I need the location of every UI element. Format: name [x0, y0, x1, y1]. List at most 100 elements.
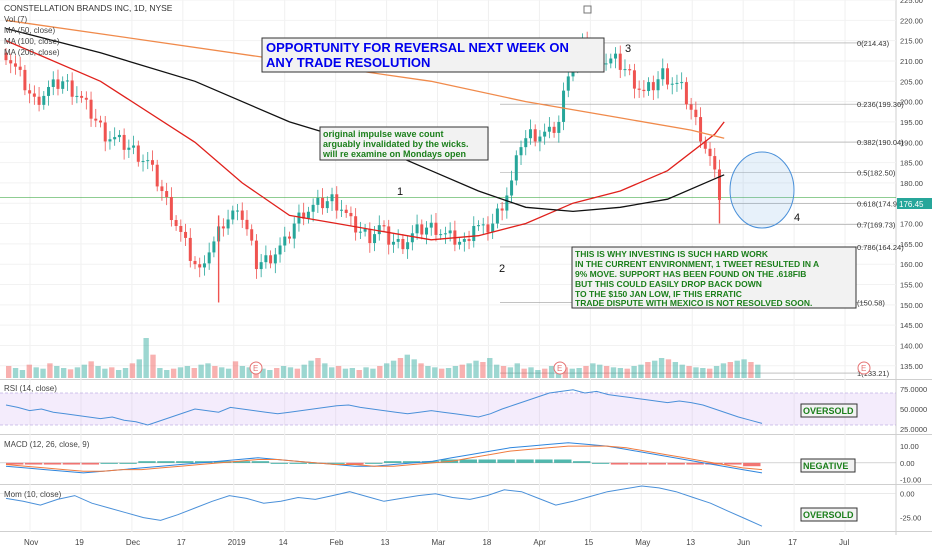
wave-label-3: 3 — [625, 43, 631, 55]
volume-bar — [136, 359, 142, 378]
volume-bar — [356, 370, 362, 378]
volume-bar — [562, 367, 569, 378]
volume-bar — [672, 362, 679, 378]
settings-icon[interactable] — [583, 5, 592, 14]
candle-body — [420, 224, 424, 235]
title-line-2: ANY TRADE RESOLUTION — [266, 55, 430, 70]
pane-labels: RSI (14, close) MACD (12, 26, close, 9) … — [4, 384, 858, 522]
volume-bar — [143, 338, 149, 378]
candle-body — [406, 242, 410, 250]
mom-title: Mom (10, close) — [4, 490, 62, 499]
volume-bar — [95, 366, 101, 378]
candle-body — [656, 79, 660, 91]
macd-hist-bar — [138, 461, 156, 463]
macd-hist-bar — [554, 459, 572, 463]
volume-bar — [665, 359, 672, 378]
earnings-marker-2[interactable]: E — [557, 364, 562, 373]
macd-hist-bar — [667, 462, 685, 465]
candle-body — [306, 211, 310, 219]
macd-hist-bar — [686, 462, 704, 465]
volume-bar — [122, 368, 129, 378]
macd-hist-bar — [176, 461, 194, 463]
candle-body — [491, 223, 495, 233]
wave-note-line-3: will re examine on Mondays open — [322, 149, 466, 159]
candle-body — [311, 204, 315, 212]
volume-bar — [129, 363, 136, 378]
volume-bar — [177, 367, 184, 378]
fib-label: (150.58) — [857, 298, 885, 307]
candle-body — [670, 83, 674, 85]
volume-bar — [610, 367, 617, 378]
candle-body — [387, 226, 391, 245]
candle-body — [628, 69, 632, 71]
candle-body — [127, 147, 131, 150]
candle-body — [283, 236, 287, 246]
fib-label: 0.7(169.73) — [857, 221, 896, 230]
candle-body — [113, 137, 117, 140]
macd-hist-bar — [24, 462, 43, 465]
candle-body — [150, 160, 154, 165]
x-tick-label: Jul — [839, 538, 849, 547]
volume-bar — [219, 367, 225, 378]
rsi-tick-label: 25.0000 — [900, 425, 927, 434]
earnings-marker-1[interactable]: E — [253, 364, 258, 373]
candle-body — [462, 238, 466, 242]
candle-body — [486, 224, 490, 233]
candle-body — [103, 122, 107, 142]
volume-bar — [624, 368, 630, 378]
candle-body — [245, 219, 249, 230]
candle-body — [661, 68, 665, 80]
candle-body — [495, 208, 499, 224]
candle-body — [401, 238, 405, 250]
volume-bar — [466, 363, 472, 378]
indicator-ma200: MA (200, close) — [4, 48, 60, 57]
candle-body — [193, 260, 197, 265]
macd-hist-bar — [346, 462, 364, 465]
candle-body — [477, 225, 480, 227]
momentum-line — [5, 485, 763, 527]
candle-body — [694, 109, 698, 118]
candle-body — [259, 262, 263, 270]
volume-bar — [713, 366, 720, 378]
candle-body — [666, 68, 669, 85]
volume-bar — [54, 366, 60, 378]
volume-bar — [308, 360, 314, 378]
volume-bar — [748, 362, 754, 378]
candle-body — [538, 136, 542, 142]
volume-bar — [335, 366, 342, 378]
volume-bar — [603, 366, 610, 378]
candle-body — [637, 88, 641, 90]
candle-body — [528, 129, 532, 139]
wave-labels: 1 2 3 4 — [397, 43, 800, 275]
volume-bar — [164, 370, 170, 378]
volume-bar — [26, 364, 32, 378]
candle-body — [368, 228, 372, 244]
candle-body — [510, 180, 514, 196]
volume-bar — [487, 358, 493, 378]
volume-bar — [631, 366, 637, 378]
price-tick-label: 200.00 — [900, 98, 923, 107]
macd-hist-bar — [497, 459, 515, 463]
signal-line — [5, 445, 763, 472]
candle-body — [132, 145, 136, 148]
macd-hist-bar — [459, 459, 477, 463]
macd-hist-bar — [62, 462, 81, 465]
candle-body — [250, 229, 254, 241]
indicator-panes — [0, 389, 896, 527]
analysis-line-6: TRADE DISPUTE WITH MEXICO IS NOT RESOLVE… — [575, 298, 812, 308]
volume-bar — [445, 368, 452, 378]
highlight-circle — [729, 151, 795, 229]
volume-bar — [638, 364, 644, 378]
macd-negative-label: NEGATIVE — [803, 461, 848, 471]
earnings-marker-3[interactable]: E — [861, 364, 866, 373]
candle-body — [339, 209, 343, 211]
x-tick-label: 18 — [482, 538, 491, 547]
candle-body — [410, 233, 414, 243]
candle-body — [288, 236, 291, 239]
x-tick-label: Dec — [126, 538, 140, 547]
volume-bar — [755, 364, 761, 378]
volume-bar — [81, 364, 87, 378]
candle-body — [184, 231, 188, 238]
x-tick-label: Nov — [24, 538, 38, 547]
volume-bar — [652, 360, 658, 378]
